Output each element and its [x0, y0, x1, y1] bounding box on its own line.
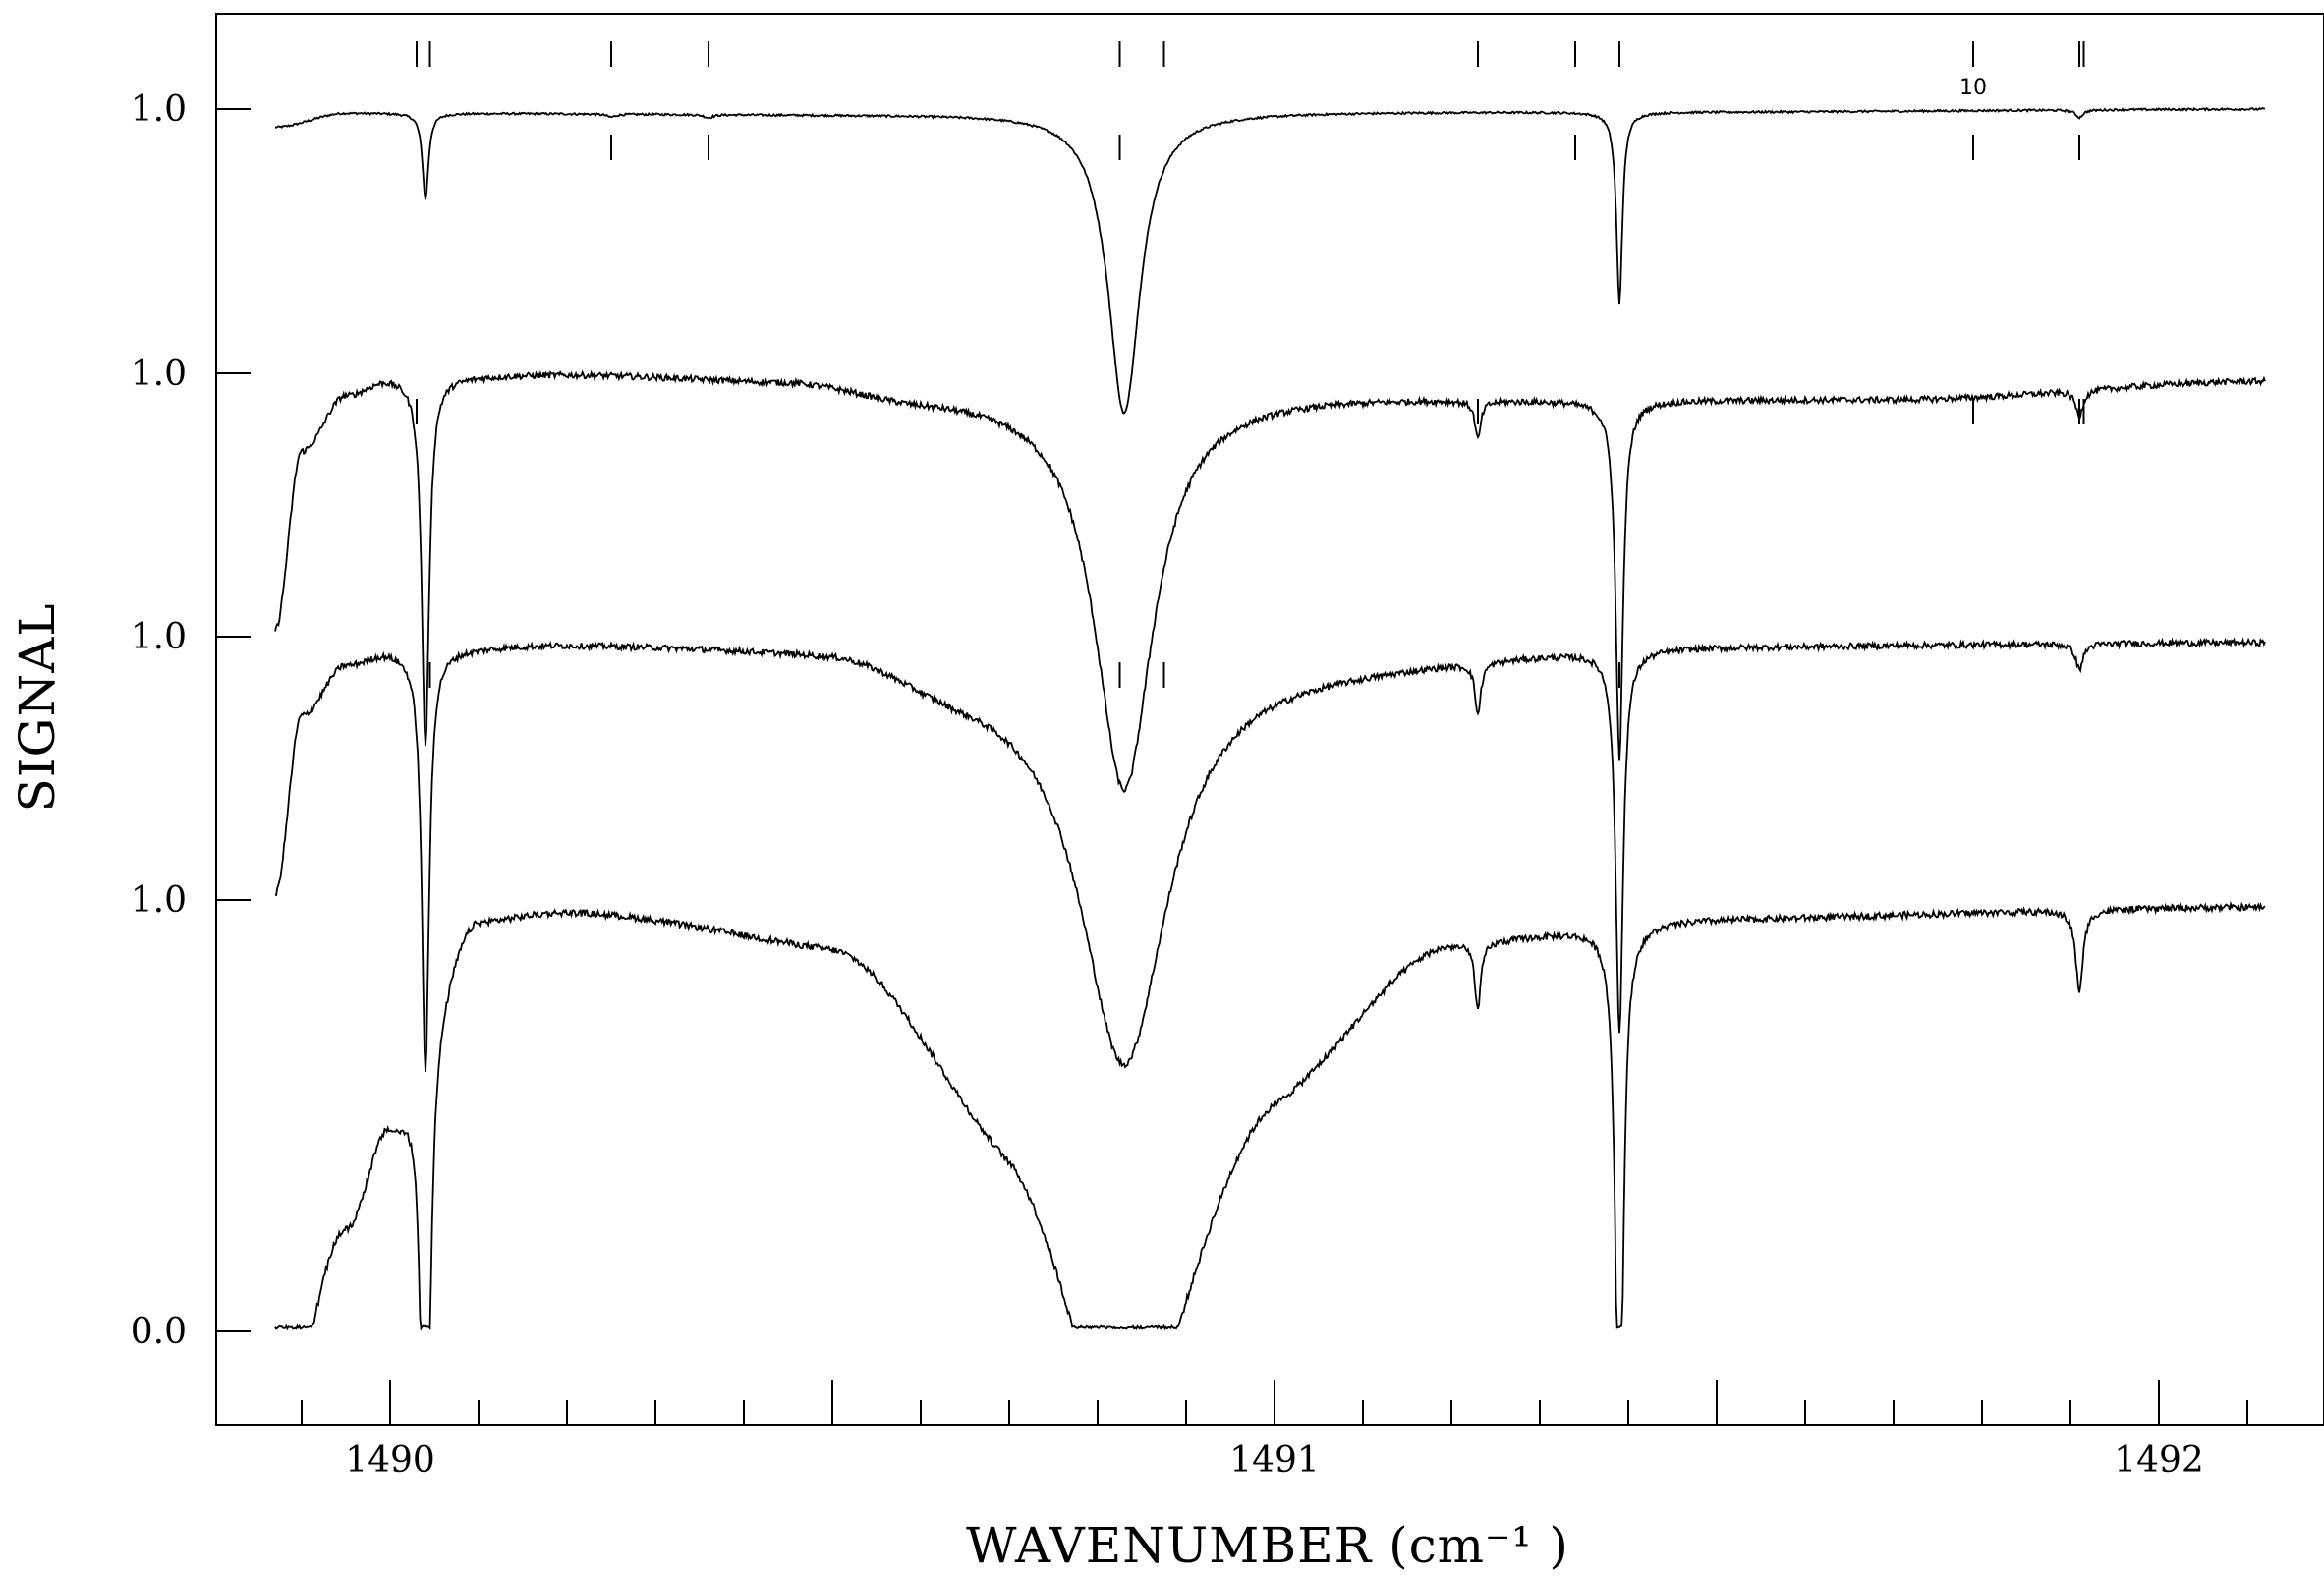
y-tick-label: 1.0	[131, 354, 187, 394]
annotations: 10	[1959, 76, 1987, 100]
spectrum-trace-1	[274, 106, 2266, 415]
x-tick-label: 1492	[2114, 1440, 2204, 1481]
y-tick-label: 1.0	[131, 89, 187, 130]
y-axis-label: SIGNAL	[9, 602, 66, 812]
x-tick-label: 1490	[345, 1440, 435, 1481]
x-axis: 1490 1491 1492	[301, 1380, 2248, 1481]
x-axis-label: WAVENUMBER (cm⁻¹ )	[966, 1517, 1569, 1574]
spectra-traces	[274, 106, 2266, 1331]
spectrum-trace-3	[274, 636, 2266, 1073]
marker-annotation: 10	[1959, 76, 1987, 100]
line-markers	[416, 41, 2085, 688]
x-tick-label: 1491	[1229, 1440, 1320, 1481]
y-tick-label: 1.0	[131, 617, 187, 657]
y-tick-label: 1.0	[131, 880, 187, 921]
y-tick-label: 0.0	[131, 1312, 187, 1352]
plot-frame	[215, 13, 2324, 1426]
spectrum-trace-2	[274, 369, 2266, 794]
y-axis: 1.0 1.0 1.0 1.0 0.0	[131, 89, 251, 1352]
spectrum-trace-4	[274, 900, 2266, 1331]
